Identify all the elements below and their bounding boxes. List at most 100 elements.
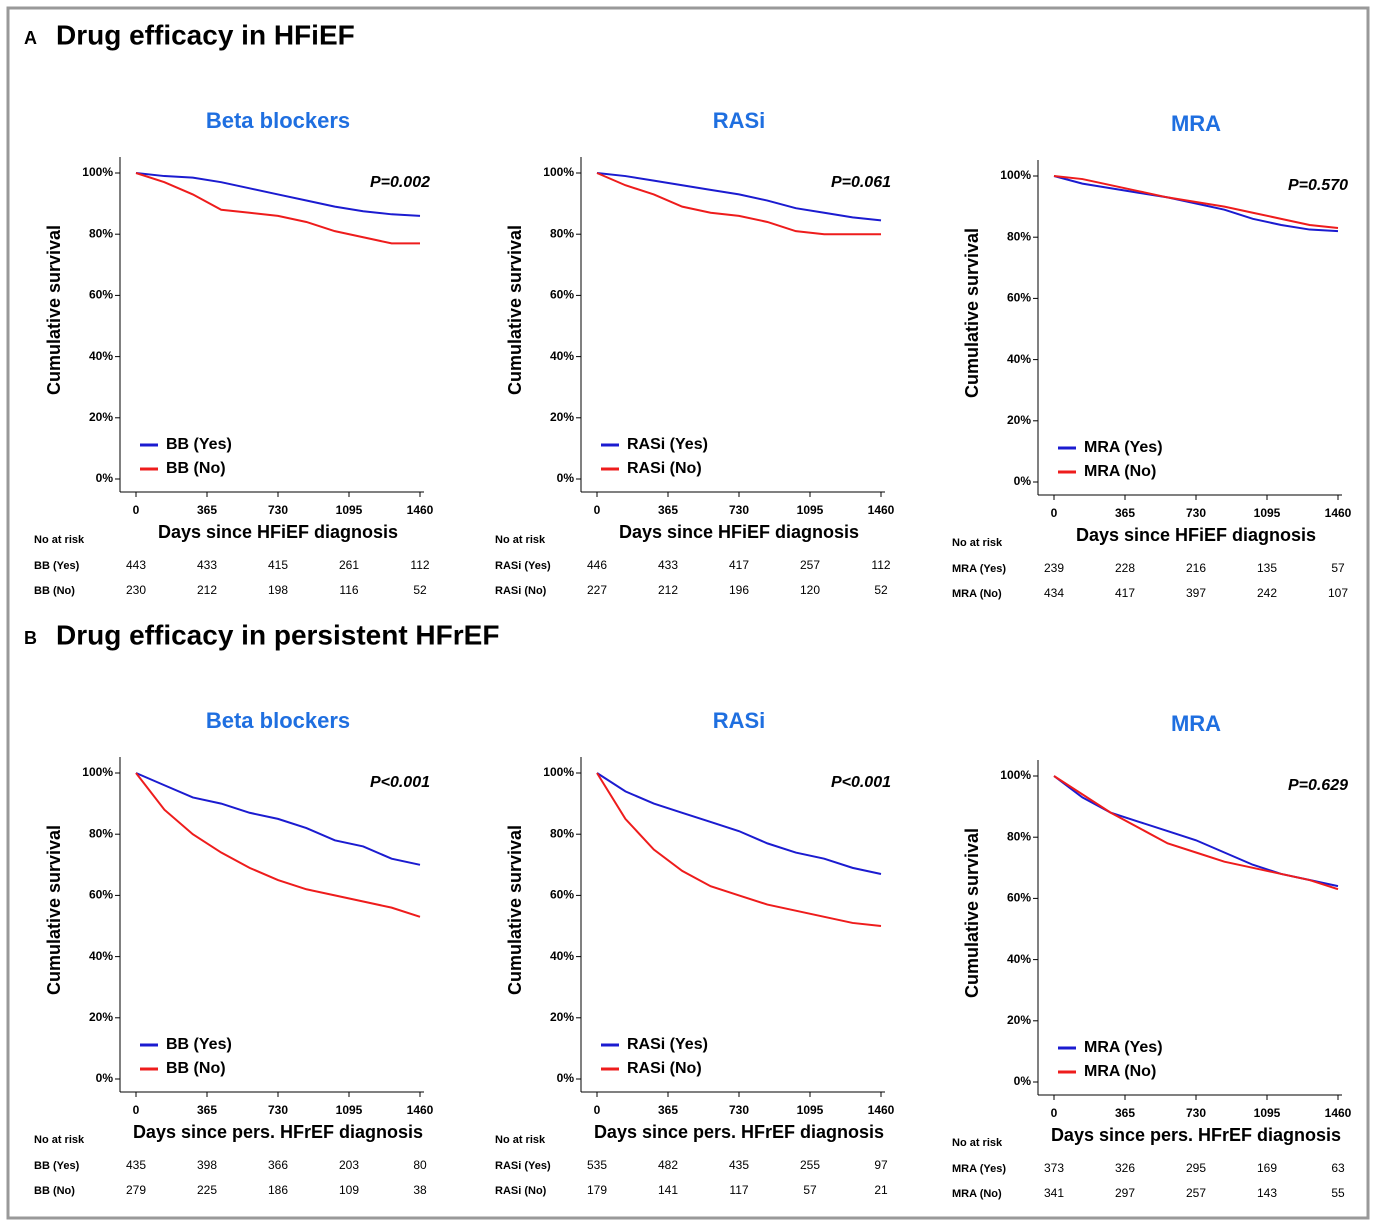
y-tick-label: 80% bbox=[550, 826, 574, 840]
risk-row-label: MRA (Yes) bbox=[952, 1163, 1006, 1175]
x-axis-label: Days since HFiEF diagnosis bbox=[158, 522, 398, 542]
risk-title: No at risk bbox=[952, 1137, 1003, 1149]
legend-label: RASi (Yes) bbox=[627, 1036, 708, 1053]
survival-curve bbox=[135, 172, 421, 217]
survival-curve bbox=[596, 172, 882, 222]
survival-curve bbox=[596, 772, 882, 927]
survival-curve bbox=[135, 772, 421, 866]
chart-title: MRA bbox=[1171, 111, 1221, 136]
y-tick-label: 20% bbox=[550, 1010, 574, 1024]
y-tick-label: 20% bbox=[1007, 1013, 1031, 1027]
risk-count: 97 bbox=[874, 1158, 888, 1172]
y-tick-label: 40% bbox=[89, 349, 113, 363]
y-axis-label: Cumulative survival bbox=[505, 825, 525, 995]
risk-count: 196 bbox=[729, 583, 749, 597]
x-tick-label: 1095 bbox=[1254, 506, 1281, 520]
risk-count: 52 bbox=[874, 583, 888, 597]
risk-row-label: MRA (Yes) bbox=[952, 563, 1006, 575]
risk-count: 415 bbox=[268, 558, 288, 572]
risk-count: 38 bbox=[413, 1183, 427, 1197]
risk-count: 186 bbox=[268, 1183, 288, 1197]
x-tick-label: 365 bbox=[1115, 506, 1135, 520]
risk-title: No at risk bbox=[495, 1134, 546, 1146]
p-value: P=0.002 bbox=[370, 174, 430, 191]
risk-count: 228 bbox=[1115, 561, 1135, 575]
y-tick-label: 80% bbox=[89, 826, 113, 840]
panel-letter: A bbox=[24, 28, 37, 48]
x-tick-label: 365 bbox=[197, 503, 217, 517]
risk-count: 257 bbox=[800, 558, 820, 572]
x-tick-label: 0 bbox=[1051, 506, 1058, 520]
risk-count: 417 bbox=[1115, 586, 1135, 600]
risk-count: 261 bbox=[339, 558, 359, 572]
panel-title: Drug efficacy in persistent HFrEF bbox=[56, 619, 499, 650]
survival-curve bbox=[596, 772, 882, 875]
risk-count: 143 bbox=[1257, 1186, 1277, 1200]
risk-title: No at risk bbox=[952, 537, 1003, 549]
risk-count: 295 bbox=[1186, 1161, 1206, 1175]
x-tick-label: 1460 bbox=[1325, 1106, 1352, 1120]
y-tick-label: 40% bbox=[550, 349, 574, 363]
risk-count: 257 bbox=[1186, 1186, 1206, 1200]
y-tick-label: 80% bbox=[1007, 229, 1031, 243]
risk-count: 109 bbox=[339, 1183, 359, 1197]
x-tick-label: 1460 bbox=[1325, 506, 1352, 520]
x-axis-label: Days since HFiEF diagnosis bbox=[619, 522, 859, 542]
risk-count: 52 bbox=[413, 583, 427, 597]
risk-count: 80 bbox=[413, 1158, 427, 1172]
legend-label: BB (Yes) bbox=[166, 1036, 232, 1053]
x-tick-label: 730 bbox=[268, 1103, 288, 1117]
x-tick-label: 730 bbox=[268, 503, 288, 517]
risk-count: 227 bbox=[587, 583, 607, 597]
x-tick-label: 730 bbox=[729, 1103, 749, 1117]
risk-count: 279 bbox=[126, 1183, 146, 1197]
y-tick-label: 40% bbox=[550, 949, 574, 963]
risk-count: 216 bbox=[1186, 561, 1206, 575]
risk-count: 434 bbox=[1044, 586, 1064, 600]
risk-count: 198 bbox=[268, 583, 288, 597]
y-axis-label: Cumulative survival bbox=[962, 828, 982, 998]
risk-count: 55 bbox=[1331, 1186, 1345, 1200]
y-axis-label: Cumulative survival bbox=[44, 825, 64, 995]
legend-label: MRA (No) bbox=[1084, 463, 1156, 480]
x-tick-label: 1095 bbox=[797, 503, 824, 517]
x-tick-label: 0 bbox=[594, 503, 601, 517]
chart-title: Beta blockers bbox=[206, 708, 350, 733]
risk-row-label: BB (No) bbox=[34, 585, 75, 597]
x-tick-label: 1460 bbox=[868, 1103, 895, 1117]
risk-count: 373 bbox=[1044, 1161, 1064, 1175]
risk-count: 443 bbox=[126, 558, 146, 572]
risk-count: 212 bbox=[658, 583, 678, 597]
risk-count: 255 bbox=[800, 1158, 820, 1172]
risk-title: No at risk bbox=[34, 1134, 85, 1146]
legend-label: MRA (Yes) bbox=[1084, 1039, 1163, 1056]
y-tick-label: 0% bbox=[96, 1071, 114, 1085]
x-tick-label: 730 bbox=[729, 503, 749, 517]
x-tick-label: 1460 bbox=[407, 503, 434, 517]
y-tick-label: 60% bbox=[550, 888, 574, 902]
risk-count: 297 bbox=[1115, 1186, 1135, 1200]
y-tick-label: 0% bbox=[1014, 1074, 1032, 1088]
panel-letter: B bbox=[24, 628, 37, 648]
x-tick-label: 365 bbox=[1115, 1106, 1135, 1120]
risk-count: 63 bbox=[1331, 1161, 1345, 1175]
risk-count: 433 bbox=[197, 558, 217, 572]
chart-title: RASi bbox=[713, 708, 766, 733]
y-tick-label: 80% bbox=[550, 226, 574, 240]
x-axis-label: Days since pers. HFrEF diagnosis bbox=[133, 1122, 423, 1142]
x-tick-label: 730 bbox=[1186, 506, 1206, 520]
legend-label: BB (No) bbox=[166, 460, 226, 477]
frame bbox=[6, 6, 1370, 1220]
chart-title: Beta blockers bbox=[206, 108, 350, 133]
x-tick-label: 1095 bbox=[797, 1103, 824, 1117]
risk-count: 535 bbox=[587, 1158, 607, 1172]
risk-count: 169 bbox=[1257, 1161, 1277, 1175]
risk-count: 341 bbox=[1044, 1186, 1064, 1200]
x-tick-label: 730 bbox=[1186, 1106, 1206, 1120]
risk-count: 482 bbox=[658, 1158, 678, 1172]
risk-row-label: BB (Yes) bbox=[34, 1160, 80, 1172]
y-tick-label: 100% bbox=[82, 765, 113, 779]
y-tick-label: 60% bbox=[89, 288, 113, 302]
legend-label: MRA (No) bbox=[1084, 1063, 1156, 1080]
